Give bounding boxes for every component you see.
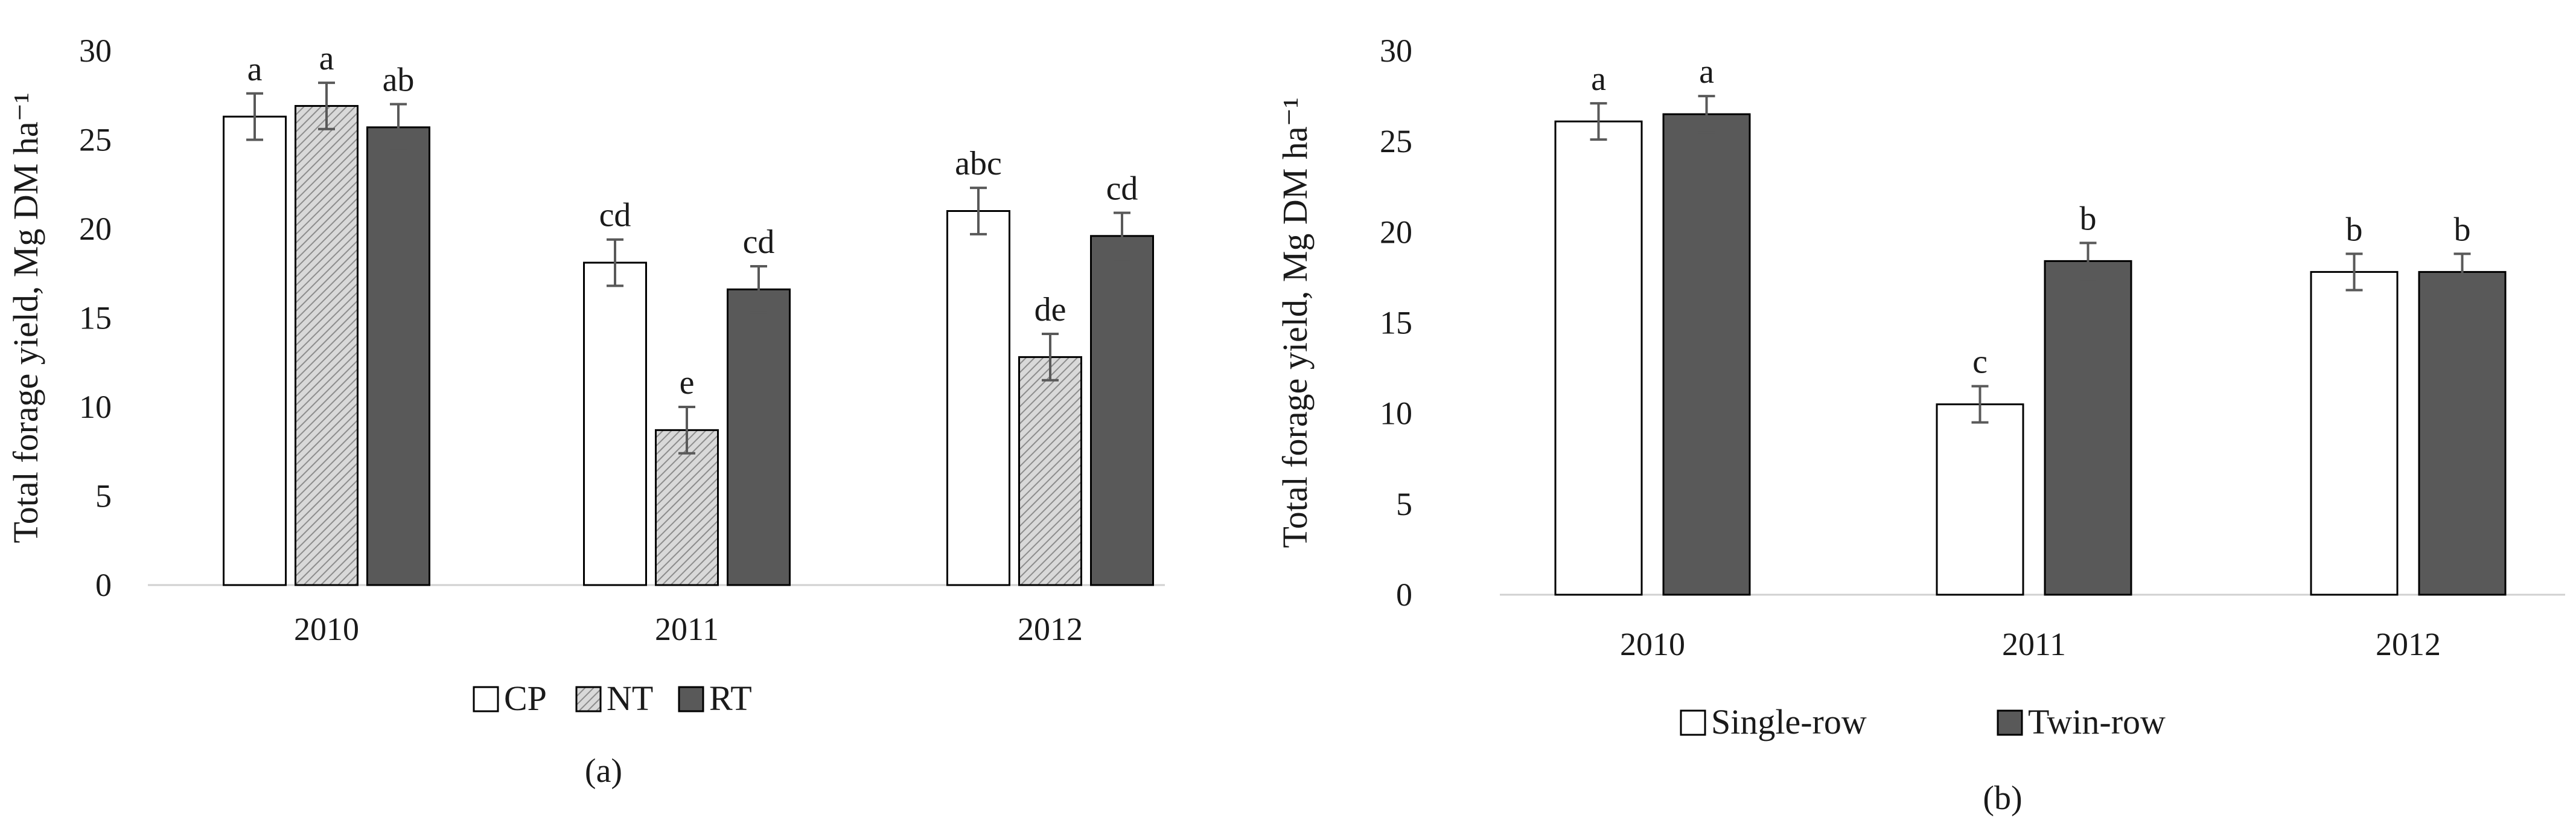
bar-single-row-2011 xyxy=(1936,403,2024,596)
x-tick-label: 2010 xyxy=(1620,626,1685,662)
bar-rt-2011 xyxy=(727,288,791,586)
y-tick-label: 30 xyxy=(79,33,112,69)
significance-letter: a xyxy=(1591,60,1606,98)
significance-letter: b xyxy=(2454,211,2471,248)
legend-swatch-rt xyxy=(678,686,704,712)
bar-cp-2011 xyxy=(583,261,647,586)
legend-label: NT xyxy=(607,679,653,718)
bar-twin-row-2012 xyxy=(2418,270,2507,596)
y-tick-label: 25 xyxy=(1380,123,1412,159)
y-tick-label: 5 xyxy=(95,478,112,514)
significance-letter: e xyxy=(680,364,695,402)
bar-nt-2012 xyxy=(1018,356,1082,586)
y-tick-label: 15 xyxy=(1380,305,1412,341)
bar-rt-2012 xyxy=(1090,235,1154,586)
significance-letter: cd xyxy=(599,197,631,234)
y-axis-title: Total forage yield, Mg DM ha⁻¹ xyxy=(6,92,45,543)
bar-twin-row-2011 xyxy=(2044,260,2132,596)
bar-cp-2010 xyxy=(223,115,287,586)
bar-rt-2010 xyxy=(366,126,430,586)
y-tick-label: 5 xyxy=(1396,486,1412,522)
legend-swatch-twin-row xyxy=(1997,709,2023,736)
significance-letter: c xyxy=(1972,344,1988,381)
legend-label: CP xyxy=(504,679,547,718)
y-tick-label: 0 xyxy=(95,567,112,603)
legend-swatch-cp xyxy=(473,686,499,712)
significance-letter: cd xyxy=(1106,170,1138,207)
x-tick-label: 2012 xyxy=(2376,626,2441,662)
y-tick-label: 15 xyxy=(79,300,112,336)
y-tick-label: 20 xyxy=(1380,214,1412,250)
x-tick-label: 2010 xyxy=(294,611,359,647)
significance-letter: ab xyxy=(383,62,415,99)
significance-letter: cd xyxy=(743,223,775,261)
legend-swatch-single-row xyxy=(1680,709,1706,736)
y-tick-label: 20 xyxy=(79,211,112,247)
significance-letter: b xyxy=(2346,211,2363,248)
significance-letter: b xyxy=(2080,200,2097,237)
significance-letter: abc xyxy=(955,145,1002,182)
x-tick-label: 2012 xyxy=(1018,611,1083,647)
y-tick-label: 10 xyxy=(79,389,112,425)
legend-label: Single-row xyxy=(1711,702,1867,741)
legend-label: RT xyxy=(709,679,752,718)
bar-single-row-2010 xyxy=(1554,120,1643,596)
y-tick-label: 25 xyxy=(79,122,112,158)
y-tick-label: 0 xyxy=(1396,577,1412,613)
significance-letter: a xyxy=(1699,53,1714,91)
bar-twin-row-2010 xyxy=(1662,113,1751,596)
bar-single-row-2012 xyxy=(2310,270,2399,596)
significance-letter: a xyxy=(319,40,334,77)
x-tick-label: 2011 xyxy=(655,611,719,647)
chart-panel-b: 0 5 10 15 20 25 30 Total forage yield, Mg DM ha… xyxy=(1275,33,2565,817)
significance-letter: a xyxy=(247,51,263,88)
bar-nt-2010 xyxy=(295,104,359,586)
bar-cp-2012 xyxy=(946,210,1010,586)
y-tick-label: 10 xyxy=(1380,395,1412,432)
bar-nt-2011 xyxy=(655,429,719,586)
legend-label: Twin-row xyxy=(2028,702,2166,741)
y-axis-title: Total forage yield, Mg DM ha⁻¹ xyxy=(1275,97,1315,548)
x-tick-label: 2011 xyxy=(2002,626,2066,662)
chart-panel-a: 0 5 10 15 20 25 30 Total forage yield, Mg DM ha… xyxy=(6,33,1165,790)
y-tick-label: 30 xyxy=(1380,33,1412,69)
legend-swatch-nt xyxy=(575,686,602,712)
significance-letter: de xyxy=(1035,291,1066,328)
panel-label: (a) xyxy=(585,752,622,790)
panel-label: (b) xyxy=(1983,779,2022,817)
